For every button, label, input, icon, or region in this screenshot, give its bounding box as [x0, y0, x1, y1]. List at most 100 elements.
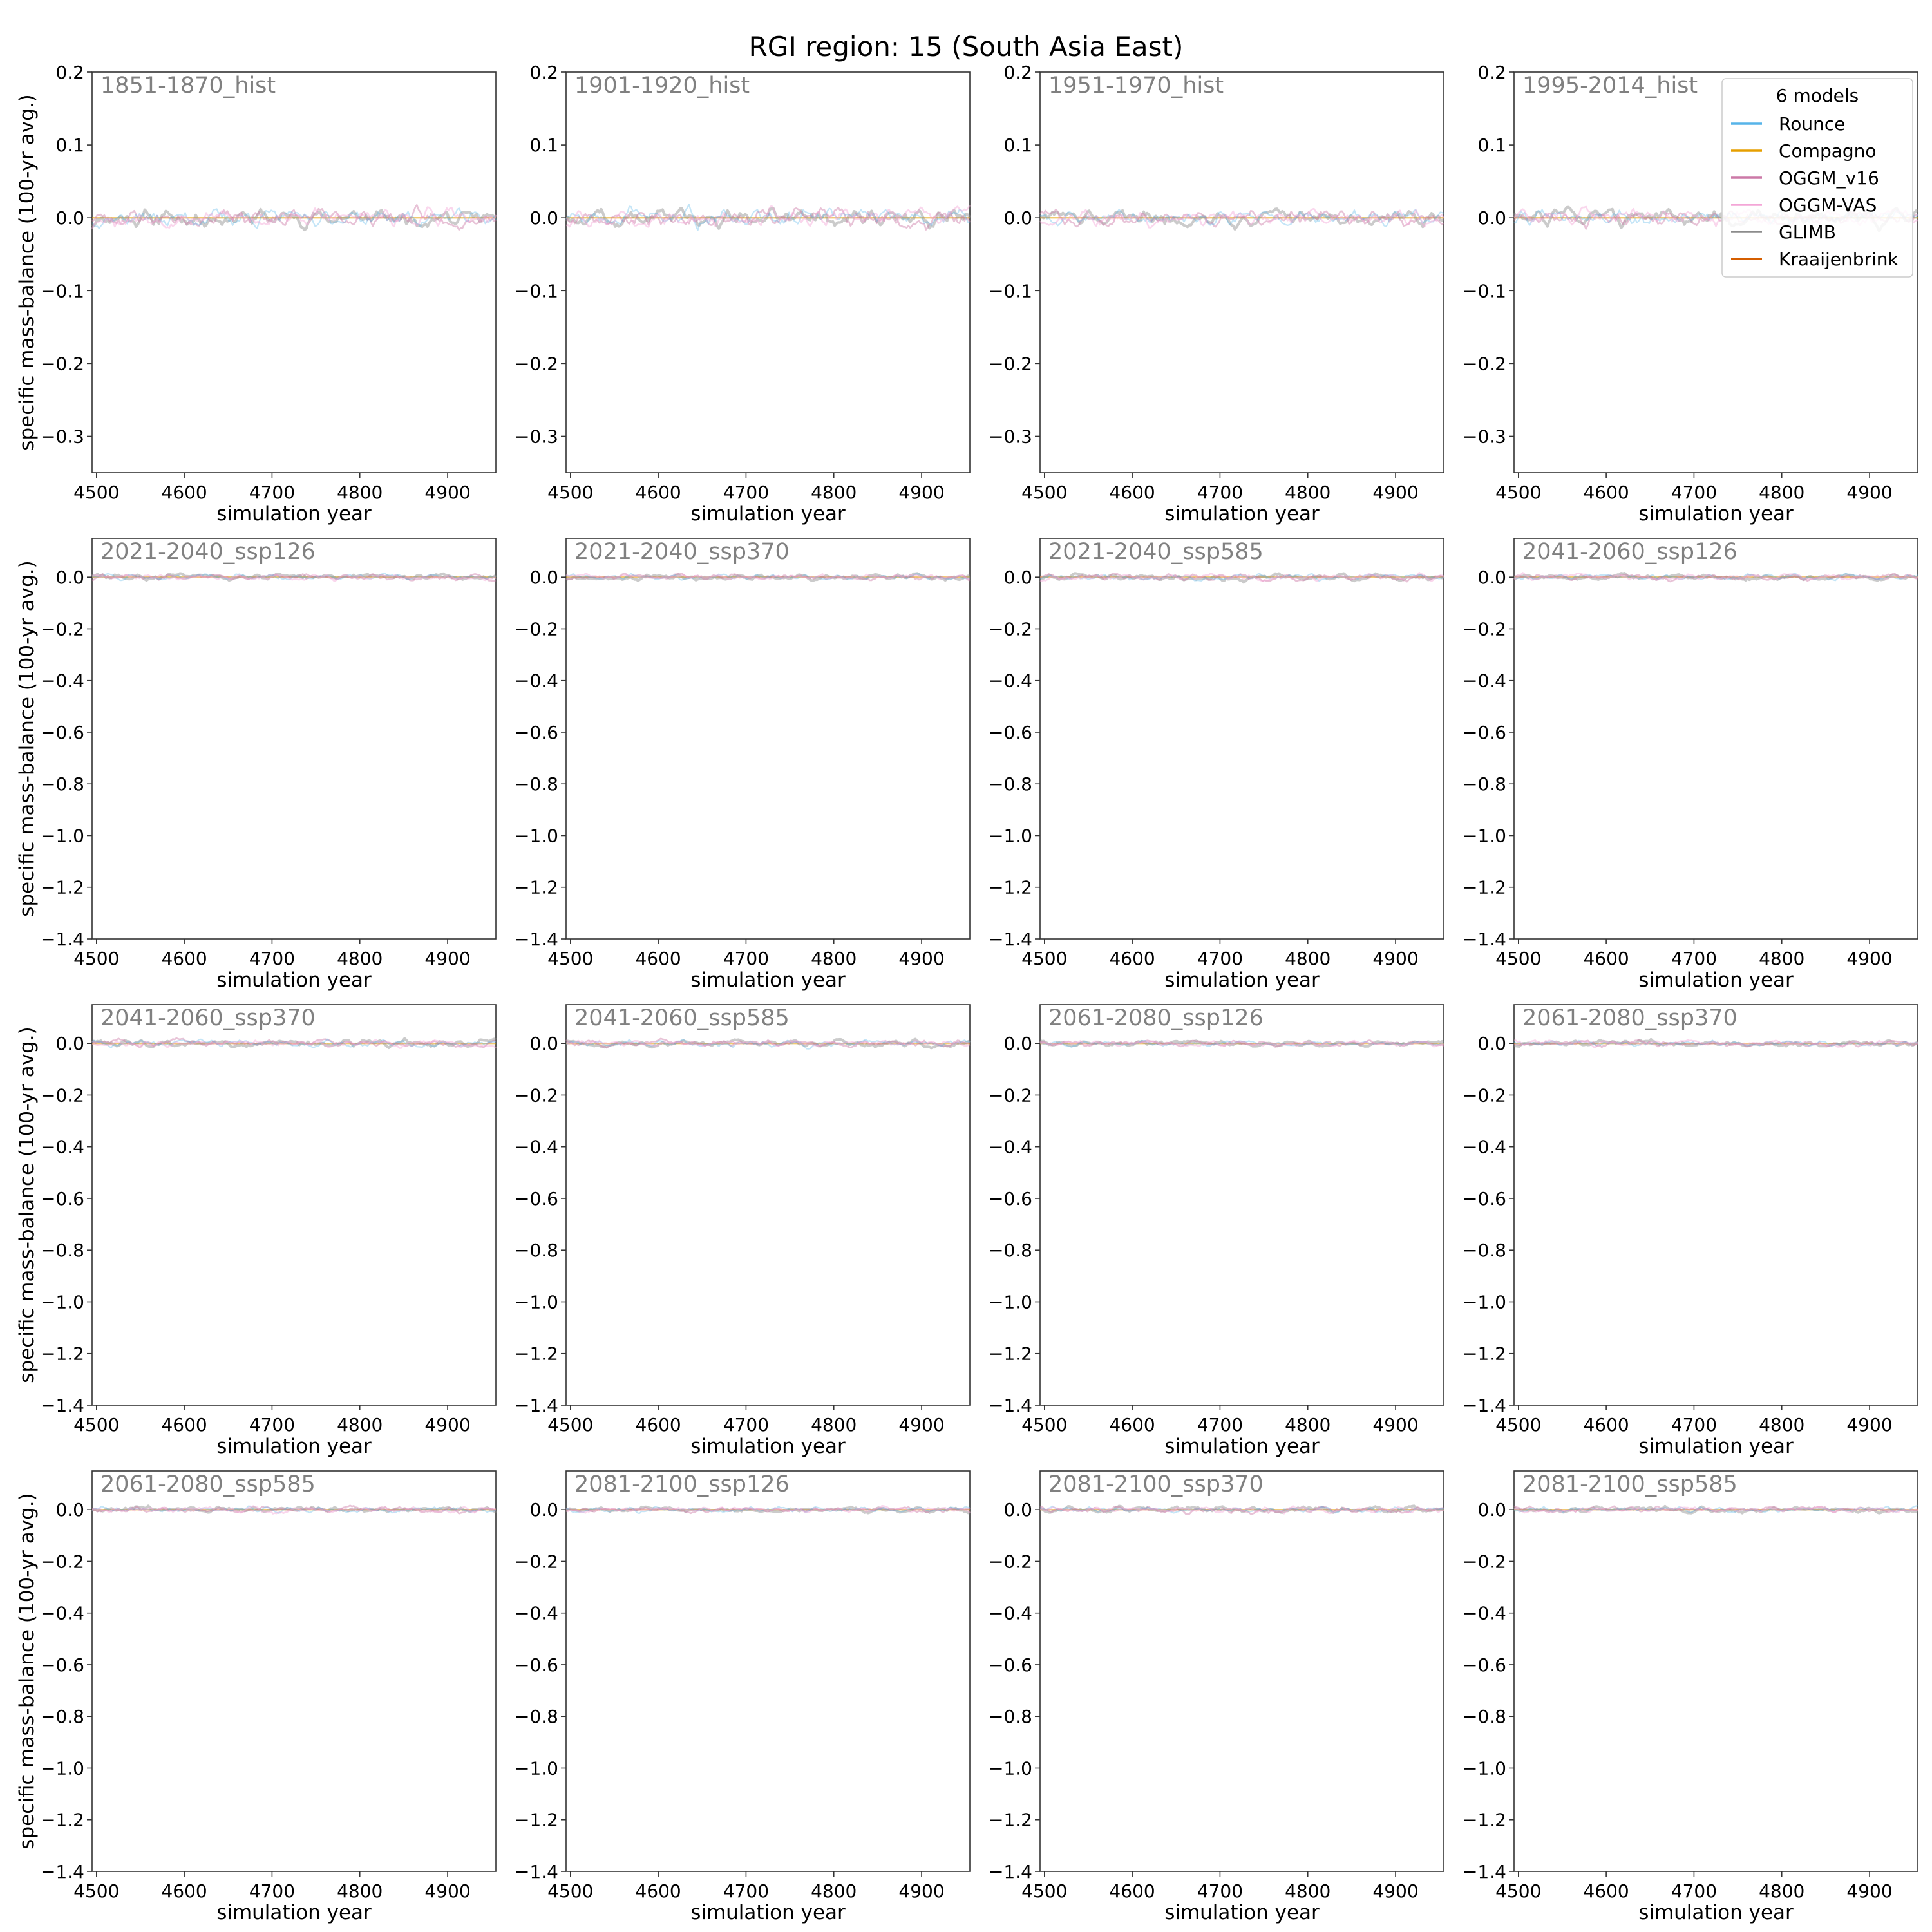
y-tick-label: −1.4 [41, 1395, 84, 1416]
y-tick-label: −0.4 [1463, 1137, 1506, 1158]
series-line-oggm-v16 [91, 204, 497, 231]
series-line-oggm-v16 [1039, 208, 1444, 228]
panel-frame-2 [565, 71, 971, 473]
y-tick-label: −0.2 [41, 618, 84, 639]
panel-frame-7 [1039, 538, 1444, 940]
figure-title: RGI region: 15 (South Asia East) [748, 31, 1184, 62]
y-tick-label: −1.2 [989, 1810, 1032, 1831]
panel-label: 2081-2100_ssp370 [1048, 1472, 1264, 1497]
y-tick-label: −0.3 [41, 426, 84, 447]
y-tick-label: −0.6 [989, 722, 1032, 743]
legend-label-kraaijenbrink: Kraaijenbrink [1779, 249, 1899, 270]
y-tick-label: −1.2 [1463, 877, 1506, 898]
series-line-rounce [565, 1506, 971, 1514]
x-tick-label: 4800 [811, 1880, 857, 1902]
x-tick-label: 4700 [249, 1880, 295, 1902]
legend-label-oggm-v16: OGGM_v16 [1779, 167, 1879, 189]
series-line-oggm-v16 [1039, 1039, 1444, 1048]
series-line-oggm-vas [91, 206, 497, 229]
series-line-oggm-v16 [565, 1506, 971, 1515]
y-tick-label: 0.0 [1003, 1033, 1032, 1054]
y-tick-label: −0.2 [1463, 1084, 1506, 1106]
y-axis-label: specific mass-balance (100-yr avg.) [15, 94, 39, 450]
y-tick-label: −0.8 [515, 1706, 558, 1727]
x-tick-label: 4500 [73, 1880, 119, 1902]
series-line-glimb [1039, 572, 1445, 584]
x-tick-label: 4900 [898, 948, 944, 969]
series-line-rounce [1039, 573, 1444, 582]
x-tick-label: 4800 [1285, 1880, 1331, 1902]
y-tick-label: −1.0 [989, 825, 1032, 846]
x-axis-label: simulation year [1164, 1435, 1320, 1458]
x-tick-label: 4900 [898, 1414, 944, 1435]
y-tick-label: 0.2 [1477, 62, 1506, 83]
series-line-oggm-vas [1039, 1039, 1444, 1048]
x-tick-label: 4600 [1109, 948, 1155, 969]
x-tick-label: 4600 [635, 1880, 681, 1902]
panel-label: 2061-2080_ssp370 [1522, 1005, 1738, 1031]
x-tick-label: 4600 [161, 948, 207, 969]
y-tick-label: −0.8 [1463, 773, 1506, 795]
series-line-glimb [1513, 1037, 1918, 1048]
y-tick-label: 0.0 [529, 1033, 558, 1054]
y-tick-label: 0.1 [55, 135, 84, 156]
series-line-rounce [565, 1039, 971, 1050]
y-tick-label: −0.2 [41, 1551, 84, 1572]
legend-label-rounce: Rounce [1779, 113, 1845, 135]
x-tick-label: 4800 [337, 482, 383, 503]
series-line-oggm-v16 [91, 573, 497, 582]
x-tick-label: 4500 [547, 1414, 593, 1435]
series-line-glimb [565, 1037, 971, 1050]
series-line-oggm-vas [91, 573, 497, 582]
x-tick-label: 4900 [1372, 1414, 1418, 1435]
panel-label: 1851-1870_hist [100, 73, 276, 99]
y-tick-label: −0.6 [1463, 1188, 1506, 1209]
x-tick-label: 4700 [249, 948, 295, 969]
x-tick-label: 4500 [73, 1414, 119, 1435]
series-line-rounce [565, 204, 971, 231]
y-tick-label: −0.8 [515, 1240, 558, 1261]
y-tick-label: −0.6 [515, 722, 558, 743]
y-tick-label: −0.8 [515, 773, 558, 795]
y-tick-label: 0.0 [1003, 1499, 1032, 1520]
series-line-oggm-v16 [565, 1037, 971, 1049]
y-tick-label: −0.3 [989, 426, 1032, 447]
x-tick-label: 4600 [1109, 482, 1155, 503]
y-tick-label: 0.1 [1003, 135, 1032, 156]
series-line-glimb [91, 207, 497, 231]
y-tick-label: −0.2 [41, 1084, 84, 1106]
x-tick-label: 4700 [723, 948, 769, 969]
y-tick-label: −1.4 [989, 1395, 1032, 1416]
x-tick-label: 4900 [1846, 1414, 1892, 1435]
y-tick-label: −1.2 [1463, 1343, 1506, 1365]
y-tick-label: −0.6 [1463, 722, 1506, 743]
y-tick-label: −1.2 [41, 877, 84, 898]
x-tick-label: 4700 [1671, 1880, 1717, 1902]
series-line-oggm-v16 [1513, 1039, 1918, 1048]
y-tick-label: −1.2 [989, 1343, 1032, 1365]
panel-label: 2061-2080_ssp585 [100, 1472, 316, 1497]
y-tick-label: −1.2 [1463, 1810, 1506, 1831]
series-line-oggm-v16 [91, 1037, 497, 1048]
panel-frame-8 [1513, 538, 1918, 940]
x-tick-label: 4800 [337, 948, 383, 969]
y-tick-label: 0.0 [55, 1033, 84, 1054]
y-tick-label: −1.2 [515, 877, 558, 898]
x-tick-label: 4600 [1583, 1880, 1629, 1902]
x-tick-label: 4700 [1197, 482, 1243, 503]
series-line-glimb [1039, 1039, 1444, 1048]
y-tick-label: −0.6 [515, 1188, 558, 1209]
x-tick-label: 4900 [424, 482, 470, 503]
y-tick-label: −1.4 [989, 929, 1032, 950]
y-tick-label: −1.0 [41, 825, 84, 846]
panel-frame-1 [91, 71, 497, 473]
y-tick-label: −1.4 [1463, 929, 1506, 950]
legend-label-compagno: Compagno [1779, 140, 1877, 162]
y-tick-label: 0.0 [1477, 207, 1506, 229]
series-line-oggm-vas [1039, 1505, 1444, 1515]
x-tick-label: 4500 [1021, 1414, 1067, 1435]
y-tick-label: −0.1 [41, 280, 84, 301]
x-tick-label: 4500 [73, 948, 119, 969]
y-tick-label: −1.2 [41, 1810, 84, 1831]
y-tick-label: −1.0 [41, 1757, 84, 1779]
